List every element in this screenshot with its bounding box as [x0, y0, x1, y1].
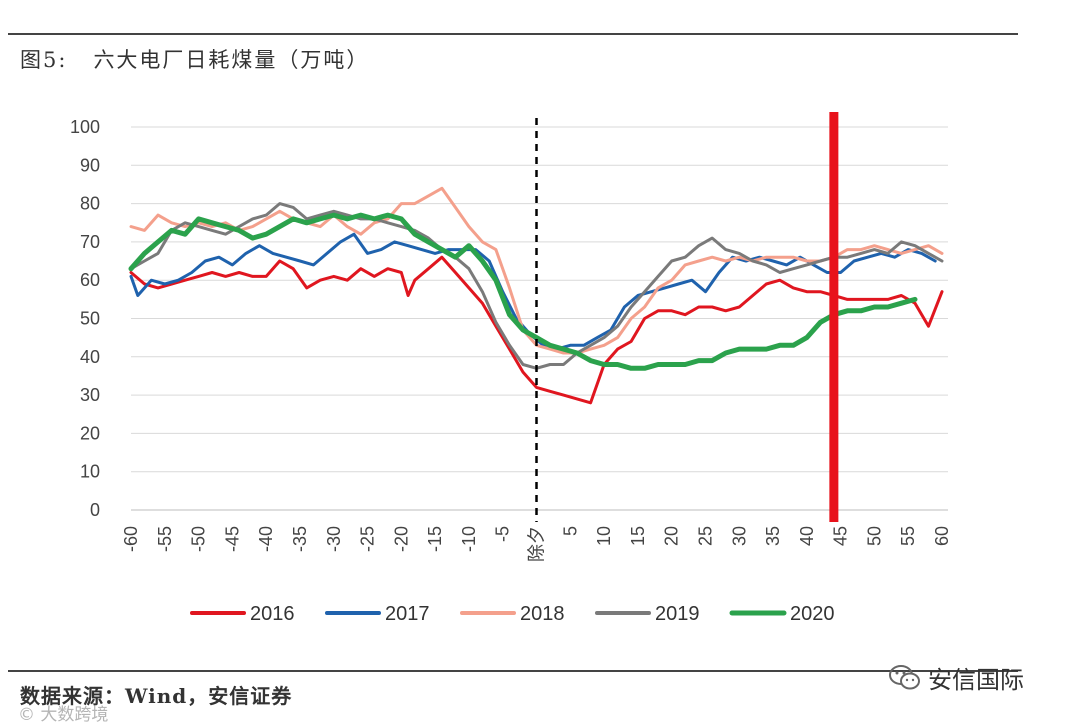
x-tick-label: -20	[391, 526, 411, 552]
data-source: 数据来源：Wind，安信证券	[20, 684, 293, 708]
legend-label-2016: 2016	[250, 603, 295, 625]
x-tick-label: 50	[864, 526, 884, 546]
x-tick-label: 40	[797, 526, 817, 546]
legend: 2016 2017 2018 2019 2020	[190, 603, 835, 625]
y-tick-label: 70	[80, 232, 100, 252]
watermark: © 大数跨境	[18, 705, 109, 725]
wechat-icon	[889, 664, 920, 689]
y-tick-label: 10	[80, 462, 100, 482]
brand-name: 安信国际	[928, 666, 1024, 694]
y-tick-label: 100	[70, 117, 100, 137]
series-line-2020	[128, 212, 918, 371]
y-tick-label: 90	[80, 155, 100, 175]
x-tick-label: 35	[763, 526, 783, 546]
y-tick-label: 20	[80, 423, 100, 443]
x-tick-label: 55	[898, 526, 918, 546]
x-tick-label: -5	[493, 526, 513, 542]
y-tick-label: 30	[80, 385, 100, 405]
x-tick-label: 10	[594, 526, 614, 546]
x-tick-label: -50	[189, 526, 209, 552]
y-tick-label: 60	[80, 270, 100, 290]
annotations	[535, 112, 839, 522]
figure-title-text: 六大电厂日耗煤量（万吨）	[93, 48, 370, 72]
legend-label-2018: 2018	[520, 603, 565, 625]
x-tick-label: -35	[290, 526, 310, 552]
bottom-rule	[8, 670, 1018, 672]
series-lines	[128, 186, 944, 405]
x-tick-label: -45	[222, 526, 242, 552]
figure-number: 图5:	[20, 48, 68, 72]
x-tick-label: 20	[662, 526, 682, 546]
x-tick-label: -60	[121, 526, 141, 552]
figure-title: 图5: 六大电厂日耗煤量（万吨）	[20, 44, 369, 74]
gridlines	[131, 126, 948, 511]
x-axis-ticks: -60 -55 -50 -45 -40 -35 -30 -25 -20 -15 -10 -5 除夕 5 10…	[121, 526, 952, 562]
x-tick-label: 15	[628, 526, 648, 546]
x-tick-label: 除夕	[527, 526, 547, 562]
y-axis-ticks: 0 10 20 30 40 50 60 70 80 90 100	[70, 117, 100, 520]
x-tick-label: 5	[560, 526, 580, 536]
y-tick-label: 50	[80, 309, 100, 329]
y-tick-label: 80	[80, 194, 100, 214]
series-line-2016	[129, 255, 944, 405]
x-tick-label: -40	[256, 526, 276, 552]
x-tick-label: 45	[831, 526, 851, 546]
legend-label-2020: 2020	[790, 603, 835, 625]
y-tick-label: 0	[90, 500, 100, 520]
x-tick-label: -55	[155, 526, 175, 552]
y-tick-label: 40	[80, 347, 100, 367]
brand-logo: 安信国际	[888, 660, 1024, 695]
x-tick-label: -30	[324, 526, 344, 552]
x-tick-label: -25	[358, 526, 378, 552]
legend-label-2019: 2019	[655, 603, 700, 625]
legend-label-2017: 2017	[385, 603, 430, 625]
x-tick-label: 30	[729, 526, 749, 546]
x-tick-label: 60	[932, 526, 952, 546]
x-tick-label: -15	[425, 526, 445, 552]
top-rule	[8, 33, 1018, 35]
x-tick-label: 25	[695, 526, 715, 546]
current-day-marker	[829, 112, 839, 522]
x-tick-label: -10	[459, 526, 479, 552]
